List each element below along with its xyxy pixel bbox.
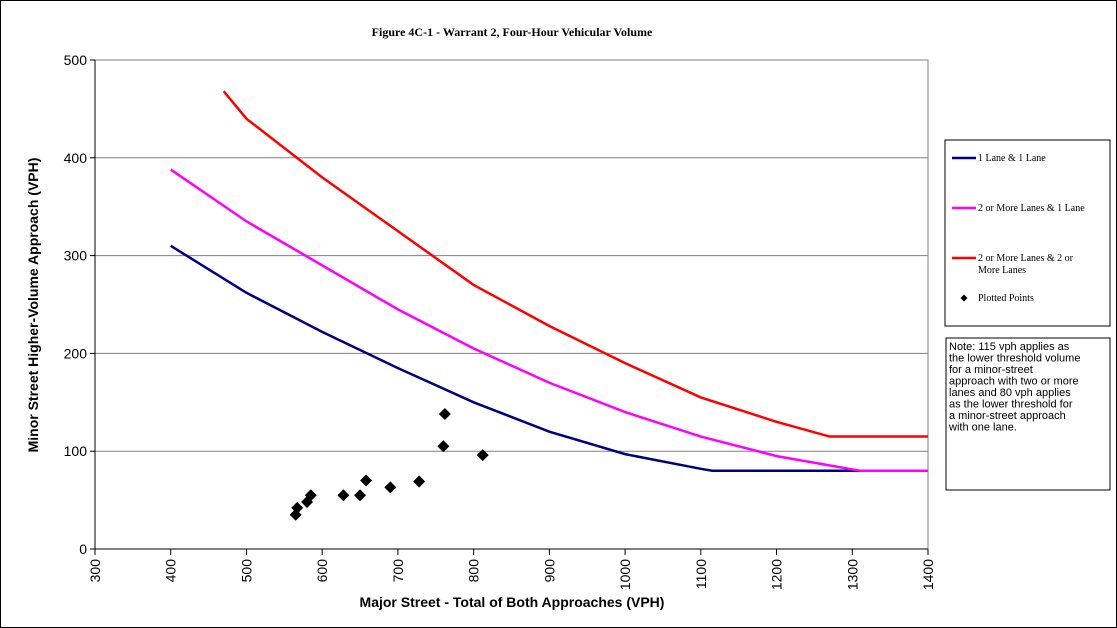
y-axis-title: Minor Street Higher-Volume Approach (VPH… xyxy=(25,158,41,453)
series-line xyxy=(222,90,928,438)
note-line: with one lane. xyxy=(948,422,1017,434)
x-tick-label: 600 xyxy=(314,559,330,583)
note-line: as the lower threshold for xyxy=(949,399,1073,411)
data-point xyxy=(476,449,489,462)
x-tick-label: 700 xyxy=(390,559,406,583)
x-tick-label: 900 xyxy=(541,559,557,583)
legend-swatch xyxy=(960,294,968,302)
note-line: for a minor-street xyxy=(949,364,1033,376)
legend-label: Plotted Points xyxy=(978,293,1034,304)
data-point xyxy=(289,508,302,521)
x-tick-label: 400 xyxy=(163,559,179,583)
x-tick-label: 1400 xyxy=(920,559,936,590)
x-axis-title: Major Street - Total of Both Approaches … xyxy=(360,594,665,610)
legend-label: 2 or More Lanes & 2 or More Lanes xyxy=(978,253,1074,276)
data-point xyxy=(304,489,317,502)
data-point xyxy=(384,481,397,494)
series-line xyxy=(170,244,928,473)
data-point xyxy=(354,489,367,502)
note-line: lanes and 80 vph applies xyxy=(949,387,1071,399)
note-box xyxy=(945,337,1111,491)
legend-label: 1 Lane & 1 Lane xyxy=(978,153,1046,164)
note-line: the lower threshold volume xyxy=(949,353,1080,365)
y-tick-label: 500 xyxy=(64,52,88,68)
note-line: approach with two or more xyxy=(949,376,1079,388)
y-tick-label: 200 xyxy=(64,345,88,361)
x-tick-label: 1100 xyxy=(693,559,709,589)
chart-title: Figure 4C-1 - Warrant 2, Four-Hour Vehic… xyxy=(372,25,653,39)
note-line: a minor-street approach xyxy=(949,410,1066,422)
x-tick-label: 500 xyxy=(238,559,254,583)
y-tick-label: 300 xyxy=(64,248,88,264)
x-tick-label: 1000 xyxy=(617,559,633,590)
legend-label: 2 or More Lanes & 1 Lane xyxy=(978,203,1085,214)
data-point xyxy=(291,501,304,514)
data-point xyxy=(413,475,426,488)
x-tick-label: 1300 xyxy=(844,559,860,590)
data-point xyxy=(437,440,450,453)
x-tick-label: 1200 xyxy=(769,559,785,590)
legend xyxy=(944,139,1111,327)
x-tick-label: 300 xyxy=(87,559,103,583)
x-tick-label: 800 xyxy=(466,559,482,583)
y-tick-label: 100 xyxy=(64,443,88,459)
y-tick-label: 400 xyxy=(64,150,88,166)
note-line: Note: 115 vph applies as xyxy=(949,341,1070,353)
data-point xyxy=(337,489,350,502)
y-tick-label: 0 xyxy=(79,541,87,557)
series-line xyxy=(170,168,928,473)
data-point xyxy=(438,408,451,421)
data-point xyxy=(360,474,373,487)
